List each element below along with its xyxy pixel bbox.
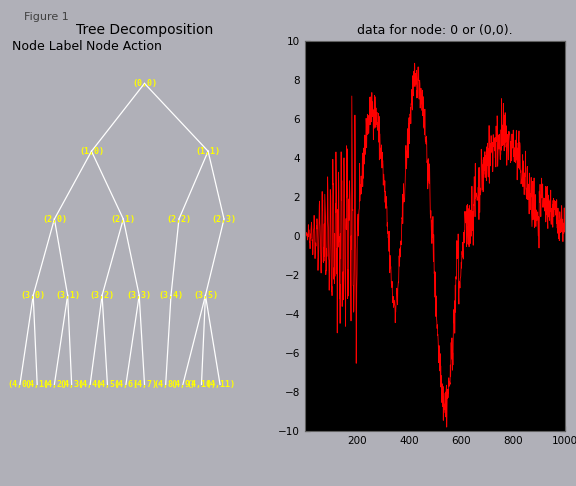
Text: Node Action: Node Action: [86, 39, 162, 52]
Text: (3,2): (3,2): [90, 291, 115, 300]
Text: (4,0): (4,0): [7, 380, 32, 389]
Title: Tree Decomposition: Tree Decomposition: [76, 23, 213, 37]
Text: (3,4): (3,4): [158, 291, 184, 300]
Text: (2,1): (2,1): [111, 214, 136, 224]
Text: Node Label: Node Label: [12, 39, 82, 52]
Text: (4,11): (4,11): [205, 380, 235, 389]
Text: (4,2): (4,2): [42, 380, 67, 389]
Title: data for node: 0 or (0,0).: data for node: 0 or (0,0).: [357, 24, 513, 37]
Text: (4,5): (4,5): [95, 380, 120, 389]
Text: (4,4): (4,4): [78, 380, 103, 389]
Text: (1,1): (1,1): [196, 147, 221, 156]
Text: (4,8): (4,8): [153, 380, 178, 389]
Text: (4,3): (4,3): [59, 380, 84, 389]
Text: (1,0): (1,0): [79, 147, 104, 156]
Text: (3,5): (3,5): [193, 291, 218, 300]
Text: (4,6): (4,6): [113, 380, 138, 389]
Text: (3,0): (3,0): [21, 291, 46, 300]
Text: (4,1): (4,1): [25, 380, 50, 389]
Text: (0,0): (0,0): [132, 79, 157, 88]
Text: (3,1): (3,1): [55, 291, 80, 300]
Text: (4,7): (4,7): [132, 380, 157, 389]
Text: (4,9): (4,9): [170, 380, 195, 389]
Text: (2,3): (2,3): [211, 214, 237, 224]
Text: (3,3): (3,3): [127, 291, 151, 300]
Text: Figure 1: Figure 1: [24, 12, 69, 22]
Text: (2,2): (2,2): [166, 214, 191, 224]
Text: (2,0): (2,0): [42, 214, 67, 224]
Text: (4,10): (4,10): [187, 380, 217, 389]
